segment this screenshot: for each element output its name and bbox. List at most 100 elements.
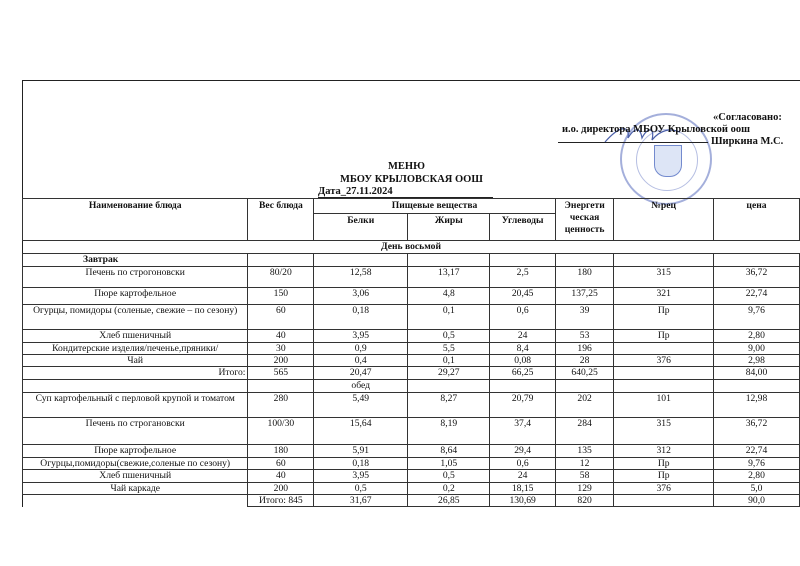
cell: 22,74	[712, 287, 800, 305]
cell: 8,4	[489, 342, 556, 355]
cell: 0,5	[313, 482, 409, 495]
cell: 0,6	[489, 304, 556, 330]
cell: 58	[554, 469, 615, 483]
menu-table: Наименование блюда Вес блюда Пищевые вещ…	[21, 198, 800, 507]
cell: 0,1	[407, 354, 491, 367]
approval-line1: «Согласовано:	[713, 112, 782, 123]
cell: 24	[489, 469, 556, 483]
cell: Пр	[613, 329, 714, 343]
lunch-rows: Суп картофельный с перловой крупой и том…	[21, 392, 800, 495]
cell: Пр	[613, 457, 714, 470]
cell: 60	[247, 457, 315, 470]
cell: 200	[247, 354, 315, 367]
cell: 200	[247, 482, 315, 495]
cell: 29,27	[407, 366, 491, 380]
dish-name: Огурцы,помидоры(свежие,соленые по сезону…	[21, 457, 249, 470]
header-weight: Вес блюда	[247, 198, 315, 241]
cell: 36,72	[712, 266, 800, 288]
header-carbs: Углеводы	[489, 213, 556, 241]
table-row: Суп картофельный с перловой крупой и том…	[21, 392, 800, 418]
cell: 22,74	[712, 444, 800, 458]
coat-of-arms-icon	[654, 145, 682, 177]
cell: 0,18	[313, 457, 409, 470]
cell: 1,05	[407, 457, 491, 470]
lunch-label: обед	[313, 379, 409, 393]
cell: 5,49	[313, 392, 409, 418]
cell: 40	[247, 329, 315, 343]
header-nutrients: Пищевые вещества	[313, 198, 556, 214]
cell: 135	[554, 444, 615, 458]
dish-name: Суп картофельный с перловой крупой и том…	[21, 392, 249, 418]
dish-name: Кондитерские изделия/печенье,пряники/	[21, 342, 249, 355]
table-row: Хлеб пшеничный 40 3,95 0,5 24 58 Пр 2,80	[21, 469, 800, 483]
table-row: Пюре картофельное 150 3,06 4,8 20,45 137,25 32…	[21, 287, 800, 305]
dish-name: Пюре картофельное	[21, 444, 249, 458]
cell: 0,6	[489, 457, 556, 470]
breakfast-rows: Печень по строгоновски 80/20 12,58 13,17 2,5…	[21, 266, 800, 367]
cell: 12	[554, 457, 615, 470]
header-fat: Жиры	[407, 213, 491, 241]
cell: 150	[247, 287, 315, 305]
cell: 15,64	[313, 417, 409, 445]
cell: 0,18	[313, 304, 409, 330]
header-protein: Белки	[313, 213, 409, 241]
cell: 2,80	[712, 469, 800, 483]
cell: 101	[613, 392, 714, 418]
cell: 202	[554, 392, 615, 418]
dish-name: Огурцы, помидоры (соленые, свежие – по с…	[21, 304, 249, 330]
cell: 5,91	[313, 444, 409, 458]
dish-name: Пюре картофельное	[21, 287, 249, 305]
cell: Пр	[613, 469, 714, 483]
cell: Пр	[613, 304, 714, 330]
cell: 13,17	[407, 266, 491, 288]
cell: 180	[247, 444, 315, 458]
cell: 37,4	[489, 417, 556, 445]
table-row: Печень по строгановски 100/30 15,64 8,19 37,…	[21, 417, 800, 445]
cell: 20,79	[489, 392, 556, 418]
cell: 8,27	[407, 392, 491, 418]
approval-signer: Ширкина М.С.	[711, 136, 784, 147]
cell	[613, 494, 714, 507]
cell: 29,4	[489, 444, 556, 458]
cell: 90,0	[712, 494, 800, 507]
approval-line2: и.о. директора МБОУ Крыловской оош	[562, 124, 750, 135]
cell: 180	[554, 266, 615, 288]
table-row: Пюре картофельное 180 5,91 8,64 29,4 135 312 22…	[21, 444, 800, 458]
cell: 321	[613, 287, 714, 305]
dish-name: Хлеб пшеничный	[21, 329, 249, 343]
header-recipe: №рец	[613, 198, 714, 241]
day-label: День восьмой	[22, 240, 800, 254]
cell: 28	[554, 354, 615, 367]
header-energy: Энергети ческая ценность	[554, 198, 615, 241]
signature	[604, 128, 681, 143]
cell: 24	[489, 329, 556, 343]
cell: 0,9	[313, 342, 409, 355]
cell: 53	[554, 329, 615, 343]
cell: 640,25	[554, 366, 615, 380]
cell: 3,95	[313, 469, 409, 483]
cell: 820	[554, 494, 615, 507]
cell: 565	[247, 366, 315, 380]
cell: 2,98	[712, 354, 800, 367]
cell: 26,85	[407, 494, 491, 507]
cell: 312	[613, 444, 714, 458]
table-row: Хлеб пшеничный 40 3,95 0,5 24 53 Пр 2,80	[21, 329, 800, 343]
cell: 80/20	[247, 266, 315, 288]
cell: 20,45	[489, 287, 556, 305]
table-row: Печень по строгоновски 80/20 12,58 13,17 2,5…	[21, 266, 800, 288]
header-name: Наименование блюда	[21, 198, 249, 241]
menu-title: МЕНЮ	[388, 161, 425, 172]
cell: 376	[613, 482, 714, 495]
header-price: цена	[712, 198, 800, 241]
cell: 39	[554, 304, 615, 330]
cell: 4,8	[407, 287, 491, 305]
dish-name: Хлеб пшеничный	[21, 469, 249, 483]
table-row: Чай 200 0,4 0,1 0,08 28 376 2,98	[21, 354, 800, 367]
school-name: МБОУ КРЫЛОВСКАЯ ООШ	[340, 174, 483, 185]
cell: 0,08	[489, 354, 556, 367]
cell: 2,80	[712, 329, 800, 343]
cell: 3,06	[313, 287, 409, 305]
breakfast-total-row: Итого: 565 20,47 29,27 66,25 640,25 84,00	[21, 366, 800, 380]
signature-line	[558, 142, 708, 143]
dish-name: Печень по строгановски	[21, 417, 249, 445]
